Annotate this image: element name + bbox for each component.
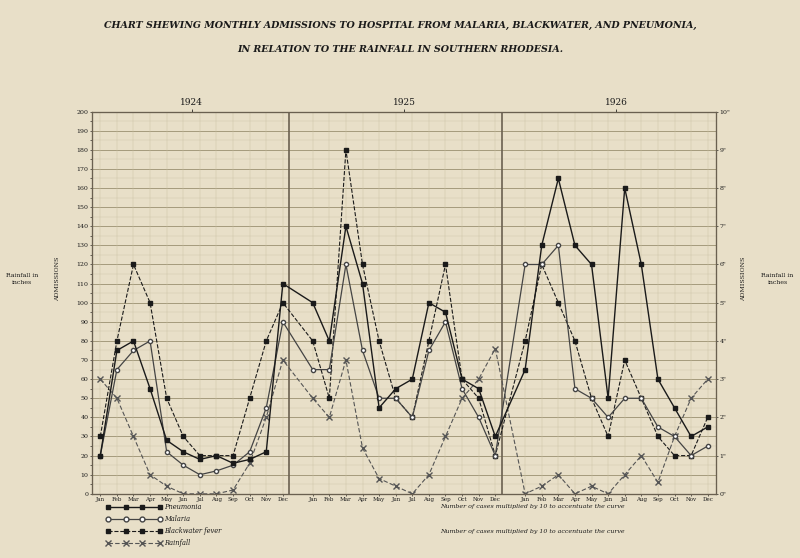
Text: Rainfall: Rainfall bbox=[164, 540, 190, 547]
Text: ADMISSIONS: ADMISSIONS bbox=[742, 257, 746, 301]
Text: IN RELATION TO THE RAINFALL IN SOUTHERN RHODESIA.: IN RELATION TO THE RAINFALL IN SOUTHERN … bbox=[237, 45, 563, 54]
Text: Blackwater fever: Blackwater fever bbox=[164, 527, 222, 535]
Text: Malaria: Malaria bbox=[164, 515, 190, 523]
Text: Rainfall in
inches: Rainfall in inches bbox=[762, 273, 794, 285]
Text: CHART SHEWING MONTHLY ADMISSIONS TO HOSPITAL FROM MALARIA, BLACKWATER, AND PNEUM: CHART SHEWING MONTHLY ADMISSIONS TO HOSP… bbox=[104, 21, 696, 30]
Text: ADMISSIONS: ADMISSIONS bbox=[55, 257, 60, 301]
Text: Number of cases multiplied by 10 to accentuate the curve: Number of cases multiplied by 10 to acce… bbox=[440, 504, 625, 509]
Text: Rainfall in
inches: Rainfall in inches bbox=[6, 273, 38, 285]
Text: Number of cases multiplied by 10 to accentuate the curve: Number of cases multiplied by 10 to acce… bbox=[440, 529, 625, 533]
Text: Pneumonia: Pneumonia bbox=[164, 503, 202, 511]
